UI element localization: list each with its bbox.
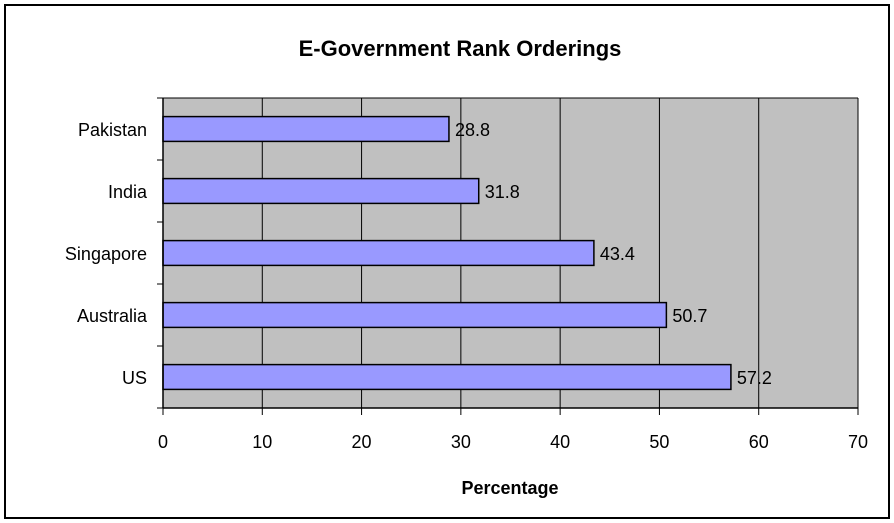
data-label: 57.2	[737, 368, 772, 388]
x-tick-label: 10	[252, 432, 272, 452]
bars	[162, 115, 732, 391]
category-label: Singapore	[65, 244, 147, 264]
bar	[162, 363, 732, 391]
data-label: 31.8	[485, 182, 520, 202]
x-tick-label: 50	[649, 432, 669, 452]
chart-title: E-Government Rank Orderings	[299, 36, 622, 61]
labels: 0 10 20 30 40 50 60 70 Pakistan 28.8 India 31.8 Sing…	[65, 120, 868, 452]
data-label: 28.8	[455, 120, 490, 140]
bar	[162, 239, 595, 267]
x-tick-label: 70	[848, 432, 868, 452]
category-label: US	[122, 368, 147, 388]
category-label: Australia	[77, 306, 148, 326]
data-label: 43.4	[600, 244, 635, 264]
x-tick-label: 0	[158, 432, 168, 452]
category-label: Pakistan	[78, 120, 147, 140]
x-tick-label: 20	[352, 432, 372, 452]
x-tick-label: 40	[550, 432, 570, 452]
bar	[162, 177, 480, 205]
x-tick-label: 60	[749, 432, 769, 452]
x-tick-label: 30	[451, 432, 471, 452]
bar	[162, 115, 450, 143]
data-label: 50.7	[672, 306, 707, 326]
category-label: India	[108, 182, 148, 202]
x-axis-title: Percentage	[461, 478, 558, 498]
axes	[157, 97, 859, 415]
bar	[162, 301, 668, 329]
